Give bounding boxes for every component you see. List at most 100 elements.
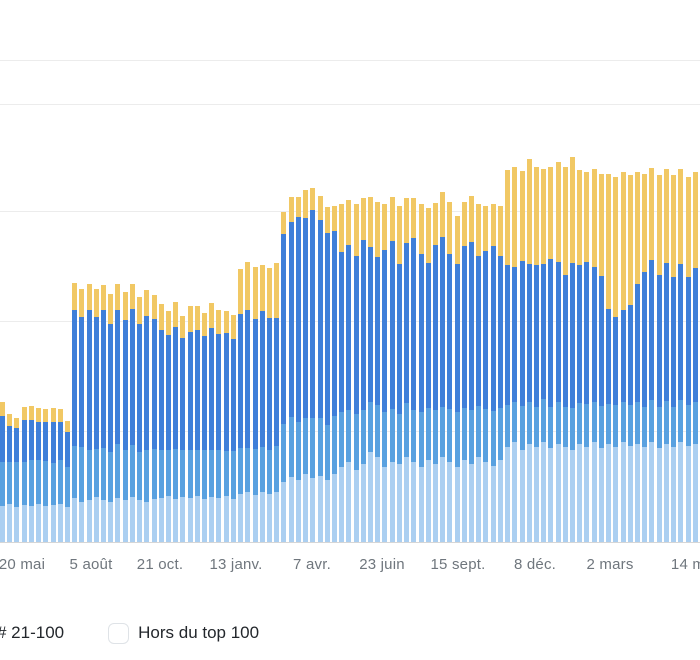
bar[interactable] — [144, 290, 150, 542]
bar[interactable] — [396, 206, 402, 542]
bar[interactable] — [620, 172, 626, 542]
bar[interactable] — [151, 295, 157, 542]
legend-item-hors-du-top-100[interactable]: Hors du top 100 — [108, 622, 259, 644]
bar[interactable] — [368, 197, 374, 542]
bar[interactable] — [339, 204, 345, 542]
bar[interactable] — [317, 196, 323, 542]
bar[interactable] — [613, 177, 619, 542]
bar[interactable] — [230, 315, 236, 542]
bar[interactable] — [411, 198, 417, 542]
bar[interactable] — [238, 269, 244, 542]
bar[interactable] — [656, 175, 662, 542]
bar[interactable] — [476, 204, 482, 542]
hors-du-top-100-checkbox[interactable] — [108, 622, 130, 644]
bar[interactable] — [115, 284, 121, 542]
bar[interactable] — [93, 289, 99, 542]
bar[interactable] — [346, 200, 352, 542]
bar[interactable] — [331, 206, 337, 542]
bar[interactable] — [490, 204, 496, 542]
bar[interactable] — [64, 421, 70, 542]
bar[interactable] — [101, 285, 107, 542]
bar[interactable] — [129, 284, 135, 542]
bar[interactable] — [692, 172, 698, 542]
bar[interactable] — [295, 197, 301, 542]
bar[interactable] — [635, 172, 640, 542]
bar[interactable] — [598, 174, 604, 542]
bar[interactable] — [512, 167, 518, 542]
bar[interactable] — [288, 197, 294, 542]
bar[interactable] — [50, 408, 56, 542]
bar[interactable] — [533, 167, 539, 542]
bar[interactable] — [454, 216, 460, 542]
bar[interactable] — [173, 302, 179, 542]
bar[interactable] — [526, 159, 532, 542]
bar[interactable] — [137, 297, 143, 542]
bar[interactable] — [209, 303, 215, 542]
bar[interactable] — [324, 207, 330, 542]
bar[interactable] — [36, 408, 42, 542]
bar[interactable] — [79, 289, 85, 542]
bar[interactable] — [432, 203, 438, 542]
bar[interactable] — [223, 311, 229, 542]
bar[interactable] — [281, 212, 287, 542]
bar[interactable] — [469, 196, 475, 542]
bar[interactable] — [216, 310, 222, 542]
bar[interactable] — [14, 418, 20, 542]
bar[interactable] — [627, 175, 633, 542]
bar[interactable] — [72, 283, 78, 542]
bar[interactable] — [584, 172, 590, 542]
bar[interactable] — [649, 168, 655, 542]
bar[interactable] — [591, 169, 597, 542]
bar[interactable] — [108, 294, 114, 542]
bar[interactable] — [303, 190, 309, 542]
bar[interactable] — [577, 170, 583, 542]
bar[interactable] — [28, 406, 34, 542]
bar[interactable] — [245, 262, 251, 542]
bar[interactable] — [541, 169, 547, 542]
bar[interactable] — [7, 414, 13, 542]
bar[interactable] — [180, 316, 186, 542]
bar[interactable] — [389, 197, 395, 542]
bar[interactable] — [671, 175, 677, 542]
chart-plot-area[interactable] — [0, 0, 700, 542]
bar[interactable] — [57, 409, 63, 542]
bar[interactable] — [519, 171, 525, 542]
bar[interactable] — [0, 402, 5, 542]
bar[interactable] — [483, 206, 489, 542]
bar[interactable] — [158, 304, 164, 542]
bar[interactable] — [259, 265, 265, 542]
bar[interactable] — [404, 198, 410, 542]
bar[interactable] — [122, 292, 128, 542]
bar[interactable] — [562, 167, 568, 542]
bar[interactable] — [266, 268, 272, 542]
bar[interactable] — [375, 202, 381, 542]
bar[interactable] — [497, 206, 503, 542]
bar[interactable] — [447, 202, 453, 542]
bar[interactable] — [194, 306, 200, 542]
bar[interactable] — [440, 192, 446, 542]
bar[interactable] — [663, 169, 669, 542]
bar[interactable] — [425, 208, 431, 542]
bar[interactable] — [165, 311, 171, 542]
bar[interactable] — [21, 407, 27, 542]
bar[interactable] — [43, 409, 49, 542]
bar[interactable] — [252, 267, 258, 542]
bar[interactable] — [310, 188, 316, 542]
bar[interactable] — [353, 204, 359, 542]
legend-item-21-100-label[interactable]: # 21-100 — [0, 623, 65, 642]
bar[interactable] — [678, 169, 684, 542]
bar[interactable] — [86, 284, 92, 542]
bar[interactable] — [418, 204, 424, 542]
bar[interactable] — [548, 167, 554, 542]
bar[interactable] — [642, 174, 648, 542]
bar[interactable] — [606, 174, 612, 542]
bar[interactable] — [685, 177, 691, 542]
bar[interactable] — [274, 263, 280, 542]
bar[interactable] — [382, 204, 388, 542]
bar[interactable] — [555, 162, 561, 542]
bar[interactable] — [187, 306, 193, 542]
bar[interactable] — [360, 198, 366, 542]
bar[interactable] — [505, 170, 511, 542]
bar[interactable] — [461, 202, 467, 542]
bar[interactable] — [570, 157, 576, 542]
